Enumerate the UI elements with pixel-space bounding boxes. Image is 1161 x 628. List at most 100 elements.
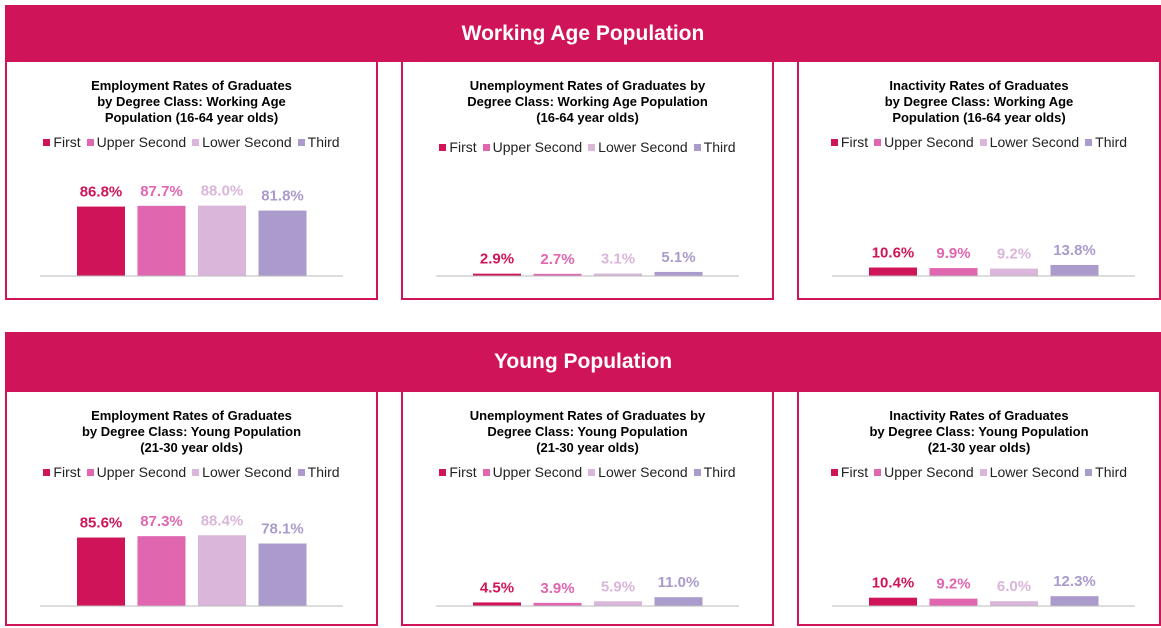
value-label: 81.8% (261, 188, 304, 205)
bar (654, 271, 703, 276)
bar (77, 206, 125, 276)
chart-panel: Inactivity Rates of Graduates by Degree … (797, 392, 1161, 626)
chart-panel: Unemployment Rates of Graduates by Degre… (401, 392, 774, 626)
section-header: Young Population (5, 332, 1161, 392)
legend-swatch (588, 468, 596, 476)
bar (533, 602, 582, 606)
bar (258, 543, 307, 606)
chart: 2.9% 2.7% 3.1% 5.1% (436, 249, 739, 277)
legend-swatch (43, 468, 51, 476)
value-label: 88.4% (201, 512, 244, 529)
legend-swatch (86, 138, 94, 146)
bar (473, 602, 521, 606)
value-label: 6.0% (997, 578, 1031, 595)
legend-swatch (297, 138, 305, 146)
value-label: 3.9% (540, 580, 574, 597)
legend: First Upper Second Lower Second Third (403, 139, 772, 155)
legend-swatch (86, 468, 94, 476)
legend-item: First (43, 134, 81, 150)
chart: 4.5% 3.9% 5.9% 11.0% (436, 574, 739, 607)
legend-swatch (874, 468, 882, 476)
value-label: 9.2% (936, 576, 970, 593)
chart-title: Unemployment Rates of Graduates by Degre… (469, 408, 706, 455)
legend-item: Third (297, 134, 340, 150)
legend-label: First (840, 134, 869, 150)
legend-item: Upper Second (86, 464, 187, 480)
legend-label: Third (1095, 134, 1128, 150)
value-label: 88.0% (201, 183, 244, 200)
legend-label: First (53, 464, 81, 480)
legend-label: Third (1095, 464, 1128, 480)
bar (533, 273, 582, 276)
chart-panel: Employment Rates of Graduates by Degree … (5, 62, 378, 300)
legend: First Upper Second Lower Second Third (7, 464, 376, 480)
bar (990, 601, 1038, 606)
legend-item: First (830, 134, 869, 150)
legend-swatch (439, 468, 447, 476)
bar (473, 273, 521, 276)
legend-item: Third (1085, 134, 1127, 150)
legend: First Upper Second Lower Second Third (403, 464, 772, 480)
value-label: 3.1% (601, 251, 635, 268)
legend-swatch (979, 138, 987, 146)
legend: First Upper Second Lower Second Third (799, 464, 1159, 480)
chart: 10.6% 9.9% 9.2% 13.8% (832, 242, 1135, 277)
legend-label: Lower Second (598, 464, 688, 480)
legend-item: Upper Second (482, 464, 583, 480)
legend-swatch (693, 468, 701, 476)
bar (594, 273, 642, 276)
chart-title: Inactivity Rates of Graduates by Degree … (869, 408, 1089, 455)
legend-swatch (482, 468, 490, 476)
legend-swatch (830, 468, 838, 476)
legend-swatch (979, 468, 987, 476)
legend-item: Lower Second (588, 464, 688, 480)
value-label: 9.2% (997, 246, 1031, 263)
legend-item: First (43, 464, 81, 480)
legend-swatch (297, 468, 305, 476)
chart-panel: Employment Rates of Graduates by Degree … (5, 392, 378, 626)
legend-label: Lower Second (989, 464, 1080, 480)
legend-label: Upper Second (96, 464, 187, 480)
legend-swatch (43, 138, 51, 146)
value-label: 5.1% (661, 249, 695, 266)
legend-item: Third (1085, 464, 1127, 480)
value-label: 5.9% (601, 578, 635, 595)
legend: First Upper Second Lower Second Third (7, 134, 376, 150)
legend: First Upper Second Lower Second Third (799, 134, 1159, 150)
legend-item: Upper Second (874, 464, 974, 480)
legend-label: Upper Second (96, 134, 187, 150)
bar (929, 598, 978, 606)
legend-item: Third (693, 139, 736, 155)
value-label: 78.1% (261, 521, 304, 538)
legend-swatch (1085, 468, 1093, 476)
legend-label: First (449, 139, 477, 155)
legend-swatch (192, 138, 200, 146)
legend-label: Lower Second (202, 464, 292, 480)
bar (137, 205, 186, 276)
legend-swatch (874, 138, 882, 146)
legend-item: Lower Second (979, 134, 1080, 150)
legend-label: Upper Second (884, 464, 974, 480)
bar (198, 535, 246, 606)
legend-label: Upper Second (492, 464, 583, 480)
bar (258, 210, 307, 276)
bar (990, 268, 1038, 276)
chart-panel: Unemployment Rates of Graduates by Degre… (401, 62, 774, 300)
legend-label: Lower Second (989, 134, 1080, 150)
value-label: 2.7% (540, 251, 574, 268)
value-label: 12.3% (1053, 573, 1096, 590)
legend-item: Lower Second (979, 464, 1080, 480)
section-header: Working Age Population (5, 5, 1161, 62)
chart-title: Employment Rates of Graduates by Degree … (81, 408, 302, 455)
legend-item: First (830, 464, 868, 480)
chart: 10.4% 9.2% 6.0% 12.3% (832, 573, 1135, 607)
legend-item: Upper Second (482, 139, 582, 155)
legend-label: Lower Second (202, 134, 292, 150)
value-label: 9.9% (936, 245, 970, 262)
chart-title: Unemployment Rates of Graduates by Degre… (467, 78, 708, 125)
legend-item: Third (297, 464, 340, 480)
bar (929, 268, 978, 276)
legend-item: Lower Second (588, 139, 688, 155)
value-label: 87.3% (140, 513, 183, 530)
